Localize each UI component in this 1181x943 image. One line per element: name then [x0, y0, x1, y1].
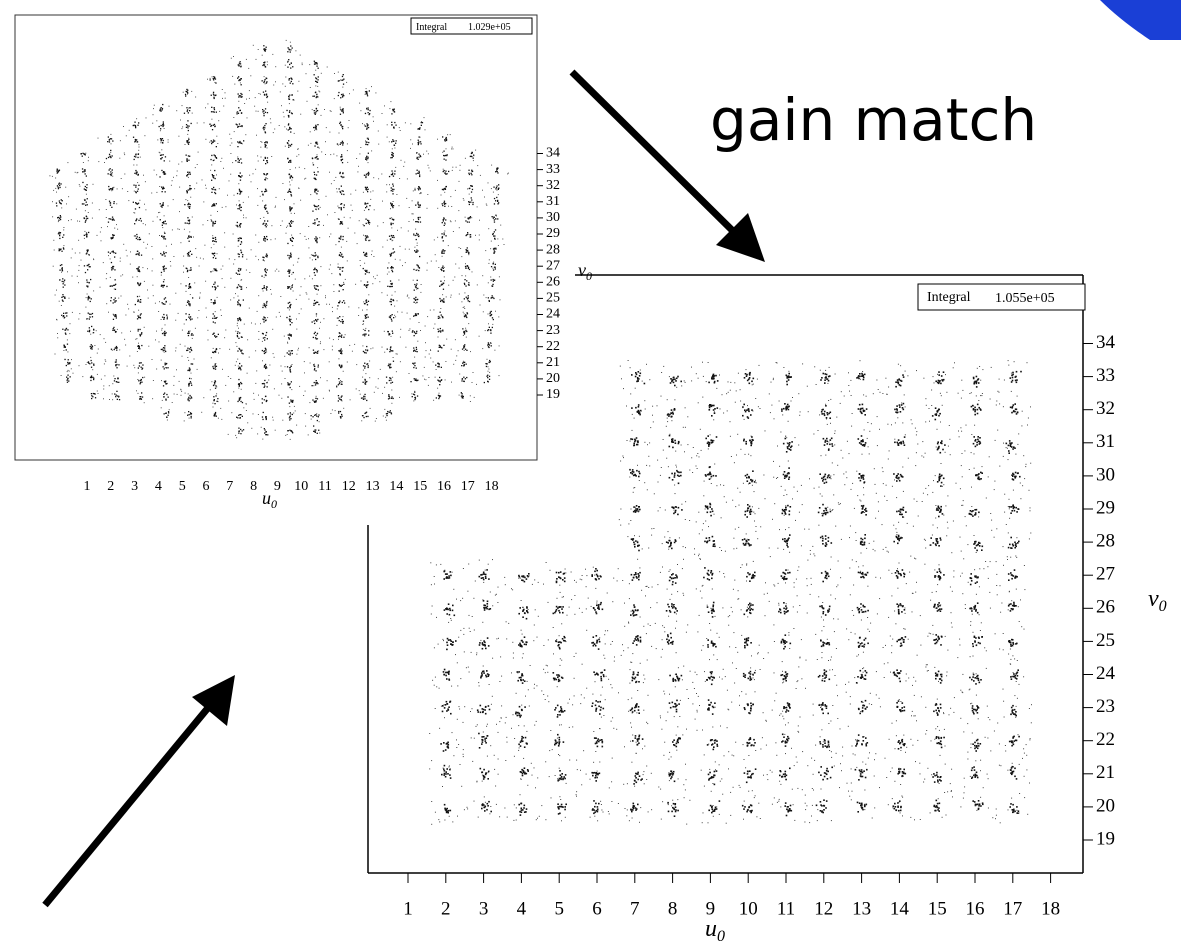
y-tick-label: 24: [546, 307, 560, 322]
x-tick-label: 2: [441, 898, 451, 919]
y-tick-label: 27: [1096, 564, 1115, 585]
y-tick-label: 27: [546, 258, 560, 273]
x-tick-label: 18: [1041, 898, 1060, 919]
x-tick-label: 7: [226, 479, 233, 494]
y-tick-label: 31: [1096, 431, 1115, 452]
y-tick-label: 21: [546, 355, 560, 370]
x-tick-label: 16: [966, 898, 985, 919]
y-tick-label: 31: [546, 194, 560, 209]
x-tick-label: 14: [890, 898, 910, 919]
x-tick-label: 10: [294, 479, 308, 494]
x-tick-label: 3: [479, 898, 489, 919]
x-tick-label: 5: [554, 898, 564, 919]
y-tick-label: 28: [1096, 530, 1115, 551]
y-tick-label: 21: [1096, 762, 1115, 783]
y-tick-label: 23: [1096, 696, 1115, 717]
integral-label: Integral: [416, 22, 447, 33]
integral-label: Integral: [927, 290, 971, 305]
x-tick-label: 18: [485, 479, 499, 494]
x-tick-label: 17: [461, 479, 475, 494]
x-tick-label: 5: [179, 479, 186, 494]
x-tick-label: 8: [668, 898, 678, 919]
x-tick-label: 2: [107, 479, 114, 494]
x-tick-label: 8: [250, 479, 257, 494]
x-axis-label: u0: [705, 916, 725, 943]
y-tick-label: 32: [1096, 398, 1115, 419]
x-tick-label: 6: [592, 898, 602, 919]
y-label-sub: 0: [586, 269, 592, 283]
x-tick-label: 3: [131, 479, 138, 494]
x-tick-label: 14: [389, 479, 403, 494]
slide: gain match Integral 1.055e+05 u0 v0 1234…: [0, 0, 1181, 943]
y-tick-label: 32: [546, 178, 560, 193]
x-tick-label: 11: [318, 479, 331, 494]
x-tick-label: 12: [814, 898, 833, 919]
y-tick-label: 22: [1096, 729, 1115, 750]
x-tick-label: 15: [413, 479, 427, 494]
x-tick-label: 9: [274, 479, 281, 494]
y-tick-label: 34: [546, 146, 560, 161]
y-tick-label: 33: [546, 162, 560, 177]
x-label: u: [705, 916, 717, 942]
x-tick-label: 16: [437, 479, 451, 494]
x-tick-label: 13: [852, 898, 871, 919]
x-tick-label: 6: [203, 479, 210, 494]
x-tick-label: 1: [84, 479, 91, 494]
y-tick-label: 26: [1096, 597, 1115, 618]
plot-1: Integral 1.029e+05 u0 v0 123456789101112…: [0, 0, 592, 525]
integral-value: 1.055e+05: [995, 291, 1055, 306]
x-tick-label: 4: [155, 479, 162, 494]
y-tick-label: 34: [1096, 332, 1116, 353]
x-tick-label: 11: [777, 898, 795, 919]
y-label: v: [1148, 586, 1159, 612]
logo: [1100, 0, 1181, 40]
x-tick-label: 17: [1003, 898, 1022, 919]
y-tick-label: 30: [546, 210, 560, 225]
arrow: [45, 703, 212, 905]
x-tick-label: 1: [403, 898, 413, 919]
x-tick-label: 12: [342, 479, 356, 494]
y-tick-label: 30: [1096, 464, 1115, 485]
integral-value: 1.029e+05: [468, 22, 511, 33]
x-tick-label: 9: [706, 898, 716, 919]
y-tick-label: 29: [1096, 497, 1115, 518]
y-label: v: [578, 260, 586, 280]
y-tick-label: 23: [546, 323, 560, 338]
x-tick-label: 15: [928, 898, 947, 919]
x-tick-label: 7: [630, 898, 640, 919]
y-tick-label: 33: [1096, 365, 1115, 386]
y-tick-label: 25: [1096, 630, 1115, 651]
y-tick-label: 20: [1096, 795, 1115, 816]
x-label-sub: 0: [271, 497, 277, 511]
y-tick-label: 25: [546, 291, 560, 306]
x-tick-label: 4: [517, 898, 527, 919]
y-tick-label: 19: [546, 387, 560, 402]
x-label-sub: 0: [717, 928, 725, 943]
y-tick-label: 26: [546, 275, 560, 290]
x-label: u: [262, 488, 271, 508]
x-tick-label: 13: [366, 479, 380, 494]
y-label-sub: 0: [1159, 598, 1167, 615]
y-tick-label: 22: [546, 339, 560, 354]
x-tick-label: 10: [739, 898, 758, 919]
y-tick-label: 20: [546, 371, 560, 386]
y-tick-label: 29: [546, 226, 560, 241]
y-axis-label: v0: [578, 260, 592, 283]
y-axis-label: v0: [1148, 586, 1167, 615]
y-tick-label: 24: [1096, 663, 1116, 684]
slide-title: gain match: [710, 86, 1037, 154]
y-tick-label: 28: [546, 242, 560, 257]
y-tick-label: 19: [1096, 828, 1115, 849]
